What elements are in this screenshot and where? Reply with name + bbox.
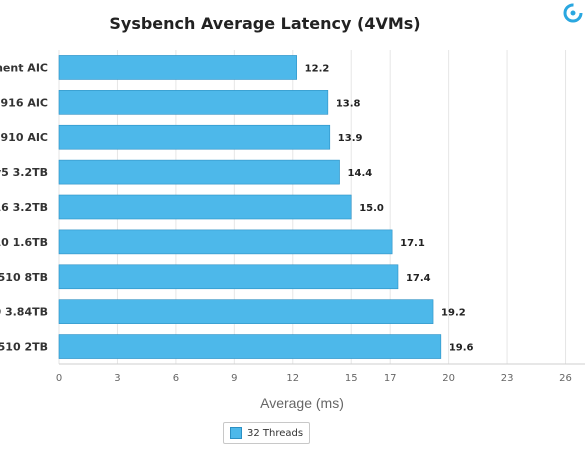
legend-swatch [230, 427, 242, 439]
category-label: 5 916 AIC [0, 96, 48, 109]
data-label: 13.9 [338, 133, 363, 144]
category-label: 510 1.6TB [0, 236, 48, 249]
data-label: 19.6 [449, 343, 474, 354]
data-label: 17.4 [406, 273, 431, 284]
bar[interactable] [58, 334, 442, 359]
x-tick-label: 15 [345, 373, 358, 384]
bar[interactable] [58, 55, 297, 80]
bar-chart: 0 3 6 9 12 15 17 20 23 26 12.2 ment AIC 13.8 5 916 AI… [0, 50, 585, 411]
bars [58, 55, 442, 359]
data-label: 13.8 [336, 98, 361, 109]
x-tick-label: 3 [114, 373, 120, 384]
x-axis-title: Average (ms) [260, 395, 344, 411]
bar[interactable] [58, 124, 331, 150]
labels: 0 3 6 9 12 15 17 20 23 26 12.2 ment AIC 13.8 5 916 AI… [0, 61, 572, 384]
category-label: ment AIC [0, 61, 48, 74]
x-tick-label: 20 [442, 373, 455, 384]
category-label: 5 910 AIC [0, 131, 48, 144]
bar[interactable] [58, 90, 329, 115]
data-label: 17.1 [400, 238, 425, 249]
bar[interactable] [58, 264, 399, 290]
legend[interactable]: 32 Threads [223, 422, 311, 444]
x-tick-label: 23 [501, 373, 514, 384]
data-label: 15.0 [359, 203, 384, 214]
bar[interactable] [58, 299, 434, 324]
x-tick-label: 26 [559, 373, 572, 384]
category-label: v5 3.2TB [0, 166, 48, 179]
category-label: 916 3.2TB [0, 201, 48, 214]
data-label: 19.2 [441, 308, 466, 319]
data-label: 12.2 [305, 63, 330, 74]
x-tick-label: 12 [286, 373, 299, 384]
legend-label: 32 Threads [247, 427, 304, 439]
category-label: 10 3.84TB [0, 306, 48, 319]
bar[interactable] [58, 159, 340, 185]
logo-icon [563, 3, 583, 23]
x-tick-label: 0 [56, 373, 62, 384]
data-label: 14.4 [348, 168, 373, 179]
x-tick-label: 6 [173, 373, 179, 384]
x-tick-label: 9 [231, 373, 237, 384]
bar[interactable] [58, 229, 393, 255]
chart-title: Sysbench Average Latency (4VMs) [109, 14, 421, 33]
x-tick-label: 17 [384, 373, 397, 384]
bar[interactable] [58, 194, 352, 220]
